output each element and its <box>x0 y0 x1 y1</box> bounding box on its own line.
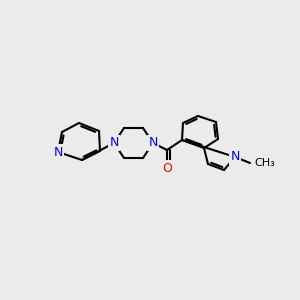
Text: O: O <box>162 161 172 175</box>
Text: CH₃: CH₃ <box>254 158 275 168</box>
Text: N: N <box>109 136 119 149</box>
Text: N: N <box>53 146 63 158</box>
Text: N: N <box>148 136 158 149</box>
Text: N: N <box>230 151 240 164</box>
